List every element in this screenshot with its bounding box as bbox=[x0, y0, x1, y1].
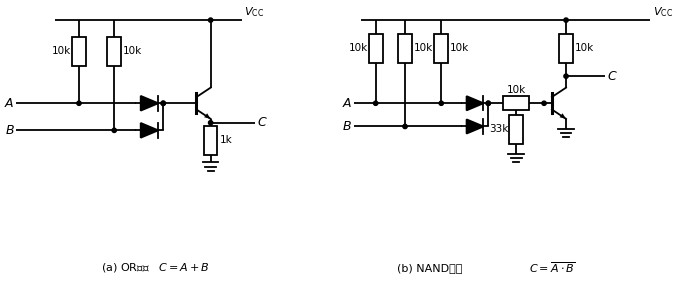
Circle shape bbox=[486, 101, 490, 105]
Polygon shape bbox=[466, 96, 483, 110]
Text: 10k: 10k bbox=[52, 46, 71, 56]
Text: $C$: $C$ bbox=[607, 70, 618, 83]
Bar bbox=[559, 34, 573, 63]
Bar bbox=[369, 34, 383, 63]
Circle shape bbox=[161, 101, 165, 105]
Circle shape bbox=[209, 121, 213, 125]
Circle shape bbox=[161, 101, 165, 105]
Bar bbox=[509, 115, 523, 144]
Bar bbox=[398, 34, 412, 63]
Text: $B$: $B$ bbox=[342, 120, 352, 133]
Text: $B$: $B$ bbox=[5, 124, 14, 137]
Circle shape bbox=[439, 101, 443, 105]
Circle shape bbox=[542, 101, 546, 105]
Bar bbox=[435, 34, 448, 63]
Circle shape bbox=[564, 18, 568, 22]
Circle shape bbox=[77, 101, 81, 105]
Text: 10k: 10k bbox=[450, 43, 469, 53]
Bar bbox=[503, 97, 529, 110]
Text: 10k: 10k bbox=[349, 43, 368, 53]
Text: $A$: $A$ bbox=[342, 97, 352, 110]
Bar bbox=[107, 37, 121, 66]
Text: (b) NAND电路: (b) NAND电路 bbox=[397, 263, 462, 273]
Text: $A$: $A$ bbox=[4, 97, 14, 110]
Polygon shape bbox=[141, 123, 158, 138]
Circle shape bbox=[486, 101, 490, 105]
Text: 10k: 10k bbox=[575, 43, 594, 53]
Circle shape bbox=[209, 18, 213, 22]
Circle shape bbox=[112, 128, 116, 132]
Text: (a) OR电路   $C=A+B$: (a) OR电路 $C=A+B$ bbox=[101, 261, 210, 274]
Text: $V_{\mathrm{CC}}$: $V_{\mathrm{CC}}$ bbox=[244, 5, 265, 19]
Polygon shape bbox=[560, 113, 566, 119]
Text: 33k: 33k bbox=[489, 124, 509, 134]
Text: $C$: $C$ bbox=[257, 116, 268, 129]
Text: $V_{\mathrm{CC}}$: $V_{\mathrm{CC}}$ bbox=[653, 5, 673, 19]
Text: 10k: 10k bbox=[507, 85, 526, 95]
Polygon shape bbox=[466, 119, 483, 134]
Circle shape bbox=[403, 124, 407, 128]
Text: 1k: 1k bbox=[220, 135, 232, 145]
Bar bbox=[204, 126, 218, 155]
Polygon shape bbox=[204, 113, 211, 119]
Text: $C=\overline{A \cdot B}$: $C=\overline{A \cdot B}$ bbox=[528, 260, 575, 275]
Bar bbox=[72, 37, 86, 66]
Polygon shape bbox=[141, 96, 158, 111]
Circle shape bbox=[564, 74, 568, 78]
Circle shape bbox=[373, 101, 378, 105]
Text: 10k: 10k bbox=[414, 43, 433, 53]
Text: 10k: 10k bbox=[123, 46, 142, 56]
